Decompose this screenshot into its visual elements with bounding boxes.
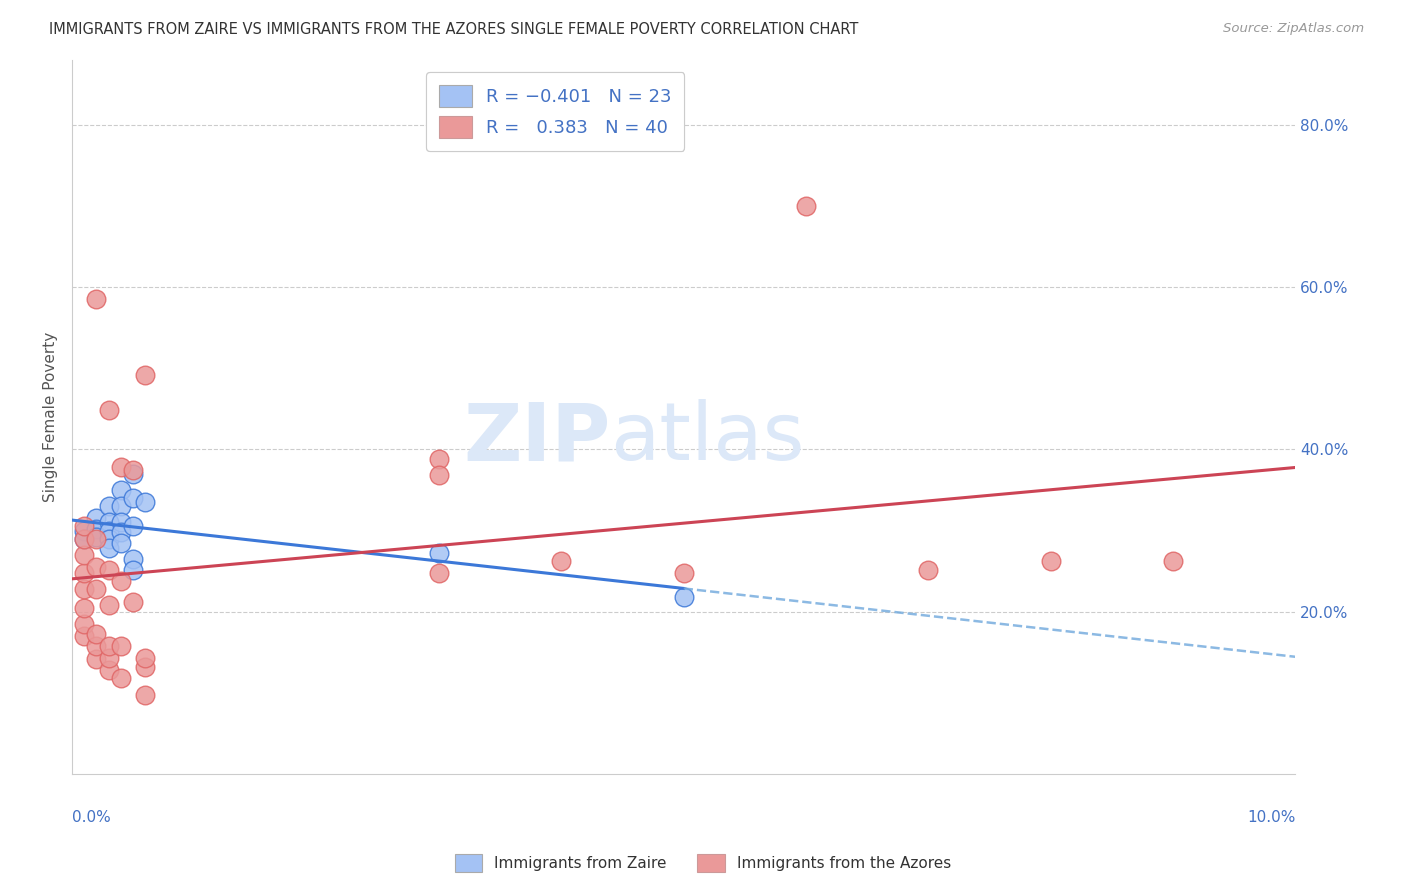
Point <box>672 590 695 604</box>
Text: Source: ZipAtlas.com: Source: ZipAtlas.com <box>1223 22 1364 36</box>
Point <box>97 663 120 677</box>
Point <box>110 499 132 513</box>
Point <box>73 566 96 580</box>
Point <box>1039 554 1062 568</box>
Text: atlas: atlas <box>610 400 804 477</box>
Point <box>1161 554 1184 568</box>
Point <box>672 566 695 580</box>
Point <box>86 582 108 596</box>
Point <box>122 595 145 609</box>
Point <box>134 651 156 665</box>
Point <box>122 467 145 481</box>
Point <box>86 652 108 666</box>
Text: ZIP: ZIP <box>463 400 610 477</box>
Point <box>110 525 132 540</box>
Point <box>97 599 120 613</box>
Point <box>110 460 132 475</box>
Point <box>86 627 108 641</box>
Point <box>86 532 108 546</box>
Point <box>427 452 450 467</box>
Point <box>97 562 120 576</box>
Point <box>86 560 108 574</box>
Point <box>122 519 145 533</box>
Point <box>97 516 120 530</box>
Point <box>794 199 817 213</box>
Point <box>122 562 145 576</box>
Point <box>97 403 120 417</box>
Point <box>110 639 132 653</box>
Point <box>134 368 156 382</box>
Point <box>134 495 156 509</box>
Legend: Immigrants from Zaire, Immigrants from the Azores: Immigrants from Zaire, Immigrants from t… <box>447 846 959 880</box>
Point <box>97 639 120 653</box>
Text: 10.0%: 10.0% <box>1247 810 1295 825</box>
Point <box>134 688 156 702</box>
Point <box>73 629 96 643</box>
Point <box>427 566 450 580</box>
Point <box>110 516 132 530</box>
Point <box>73 524 96 538</box>
Point <box>73 616 96 631</box>
Point <box>97 524 120 538</box>
Point <box>73 600 96 615</box>
Point <box>427 468 450 483</box>
Point <box>86 511 108 525</box>
Point <box>134 660 156 674</box>
Point <box>86 530 108 544</box>
Legend: R = −0.401   N = 23, R =   0.383   N = 40: R = −0.401 N = 23, R = 0.383 N = 40 <box>426 72 685 151</box>
Point <box>86 292 108 306</box>
Point <box>550 554 572 568</box>
Point <box>97 499 120 513</box>
Point <box>73 532 96 546</box>
Text: 0.0%: 0.0% <box>72 810 111 825</box>
Text: IMMIGRANTS FROM ZAIRE VS IMMIGRANTS FROM THE AZORES SINGLE FEMALE POVERTY CORREL: IMMIGRANTS FROM ZAIRE VS IMMIGRANTS FROM… <box>49 22 859 37</box>
Y-axis label: Single Female Poverty: Single Female Poverty <box>44 332 58 502</box>
Point <box>86 522 108 536</box>
Point <box>97 541 120 556</box>
Point <box>97 651 120 665</box>
Point <box>73 582 96 596</box>
Point <box>97 532 120 546</box>
Point <box>917 562 939 576</box>
Point <box>86 639 108 653</box>
Point <box>122 552 145 566</box>
Point <box>110 535 132 549</box>
Point <box>110 671 132 685</box>
Point <box>73 532 96 546</box>
Point <box>110 483 132 497</box>
Point <box>73 519 96 533</box>
Point <box>427 546 450 560</box>
Point <box>73 548 96 562</box>
Point <box>122 463 145 477</box>
Point <box>110 574 132 588</box>
Point <box>122 491 145 505</box>
